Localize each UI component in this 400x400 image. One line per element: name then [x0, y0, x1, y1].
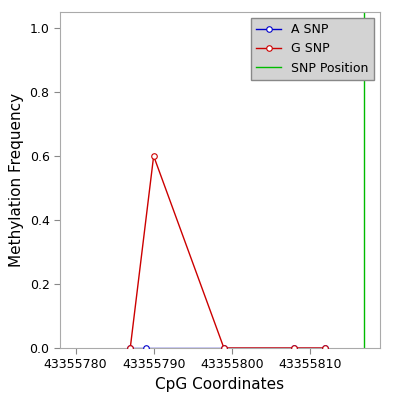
A SNP [144, 346, 148, 350]
G SNP [128, 346, 133, 350]
G SNP [151, 154, 156, 158]
A SNP [128, 346, 133, 350]
X-axis label: CpG Coordinates: CpG Coordinates [156, 377, 284, 392]
A SNP [323, 346, 328, 350]
Y-axis label: Methylation Frequency: Methylation Frequency [9, 93, 24, 267]
Line: G SNP: G SNP [128, 153, 328, 351]
G SNP [323, 346, 328, 350]
Legend: A SNP, G SNP, SNP Position: A SNP, G SNP, SNP Position [251, 18, 374, 80]
G SNP [292, 346, 296, 350]
A SNP [292, 346, 296, 350]
Line: A SNP: A SNP [128, 345, 328, 351]
G SNP [222, 346, 226, 350]
A SNP [222, 346, 226, 350]
